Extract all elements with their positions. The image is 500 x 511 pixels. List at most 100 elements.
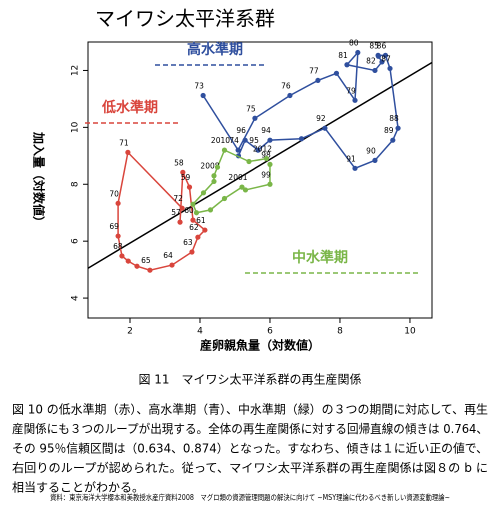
data-point bbox=[267, 137, 273, 143]
point-label: 82 bbox=[366, 56, 376, 65]
point-label: 98 bbox=[261, 150, 271, 159]
point-label: 87 bbox=[381, 54, 391, 63]
plot-frame bbox=[87, 41, 433, 319]
data-point bbox=[179, 205, 185, 211]
data-point bbox=[235, 147, 241, 153]
x-tick-label: 10 bbox=[404, 327, 416, 337]
data-point bbox=[202, 227, 208, 233]
point-label: 64 bbox=[163, 251, 173, 260]
data-point bbox=[246, 158, 252, 165]
data-point bbox=[125, 258, 131, 264]
data-point bbox=[211, 178, 217, 185]
chart-title: マイワシ太平洋系群 bbox=[95, 7, 275, 31]
data-point bbox=[255, 147, 261, 153]
point-label: 86 bbox=[377, 41, 387, 50]
point-label: 2001 bbox=[228, 173, 247, 182]
y-tick-label: 4 bbox=[71, 295, 81, 301]
source-note: 資料：東京海洋大学櫻本和美教授水産庁資料2008 マグロ類の資源管理問題の解決に… bbox=[50, 492, 450, 502]
y-tick-label: 10 bbox=[71, 121, 81, 133]
point-label: 88 bbox=[389, 114, 399, 123]
data-point bbox=[352, 97, 358, 103]
data-point bbox=[195, 234, 201, 240]
point-label: 61 bbox=[196, 216, 206, 225]
data-point bbox=[287, 92, 293, 99]
y-tick-label: 8 bbox=[71, 181, 81, 187]
point-label: 63 bbox=[183, 238, 193, 247]
point-label: 70 bbox=[109, 189, 119, 198]
point-label: 69 bbox=[109, 222, 119, 231]
data-point bbox=[119, 253, 125, 259]
x-tick-label: 2 bbox=[127, 327, 133, 337]
data-point bbox=[390, 137, 396, 143]
data-point bbox=[242, 137, 248, 143]
data-point bbox=[242, 187, 249, 193]
data-point bbox=[207, 207, 214, 213]
x-tick-label: 4 bbox=[197, 327, 203, 337]
point-label: 73 bbox=[194, 81, 204, 90]
data-point bbox=[322, 125, 328, 131]
data-point bbox=[186, 184, 193, 190]
data-point bbox=[125, 149, 131, 155]
point-label: 65 bbox=[141, 256, 151, 265]
data-point bbox=[115, 233, 121, 239]
data-point bbox=[252, 115, 258, 121]
point-label: 77 bbox=[309, 66, 319, 75]
data-point bbox=[372, 67, 378, 74]
x-tick-label: 8 bbox=[337, 327, 343, 337]
point-label: 81 bbox=[338, 51, 348, 60]
point-label: 96 bbox=[236, 126, 246, 135]
data-point bbox=[387, 65, 393, 72]
point-label: 58 bbox=[174, 158, 184, 167]
y-tick-label: 12 bbox=[71, 65, 81, 76]
data-point bbox=[298, 136, 305, 142]
data-point bbox=[221, 195, 228, 202]
point-label: 68 bbox=[113, 242, 123, 251]
data-point bbox=[190, 201, 196, 207]
data-point bbox=[344, 62, 350, 68]
x-axis-label: 産卵親魚量（対数値） bbox=[200, 338, 320, 353]
point-label: 71 bbox=[119, 138, 129, 147]
data-point bbox=[375, 52, 381, 58]
point-label: 85 bbox=[369, 41, 379, 50]
figure-caption: 図 11 マイワシ太平洋系群の再生産関係 bbox=[138, 372, 361, 387]
point-label: 90 bbox=[366, 146, 376, 155]
body-line: その 95％信頼区間は（0.634、0.874）となった。すなわち、傾きは１に近… bbox=[12, 441, 488, 456]
data-point bbox=[352, 165, 358, 171]
point-label: 57 bbox=[171, 208, 181, 217]
point-label: 79 bbox=[346, 86, 356, 95]
point-label: 94 bbox=[261, 126, 271, 135]
data-point bbox=[180, 169, 186, 175]
data-point bbox=[115, 200, 121, 206]
point-label: 74 bbox=[229, 136, 239, 145]
x-tick-label: 6 bbox=[267, 327, 273, 337]
data-point bbox=[263, 156, 270, 162]
data-point bbox=[372, 157, 378, 163]
point-label: 60 bbox=[184, 206, 194, 215]
body-text: 図 10 の低水準期（赤）、高水準期（青）、中水準期（緑）の３つの期間に対応して… bbox=[12, 402, 488, 495]
point-label: 59 bbox=[181, 173, 191, 182]
period-label: 中水準期 bbox=[292, 249, 348, 266]
period-label: 高水準期 bbox=[187, 41, 243, 58]
data-point bbox=[267, 181, 273, 187]
data-point bbox=[333, 70, 340, 76]
data-point bbox=[193, 210, 200, 216]
point-label: 2008 bbox=[200, 162, 219, 171]
y-tick-label: 6 bbox=[71, 238, 81, 244]
point-label: 75 bbox=[246, 104, 256, 113]
y-axis-label: 加入量（対数値） bbox=[32, 131, 47, 228]
point-label: 91 bbox=[346, 154, 356, 163]
body-line: 図 10 の低水準期（赤）、高水準期（青）、中水準期（緑）の３つの期間に対応して… bbox=[12, 402, 488, 417]
data-point bbox=[200, 92, 206, 99]
data-point bbox=[267, 161, 273, 167]
data-point bbox=[239, 184, 245, 190]
point-label: 2012 bbox=[253, 145, 272, 154]
period-label: 低水準期 bbox=[101, 99, 158, 116]
data-point bbox=[379, 59, 385, 65]
point-label: 76 bbox=[281, 81, 291, 90]
body-line: 右回りのループが認められた。従って、マイワシ太平洋系群の再生産関係は図８の b … bbox=[12, 460, 488, 475]
point-label: 2010 bbox=[211, 136, 230, 145]
data-point bbox=[190, 217, 196, 223]
point-label: 89 bbox=[384, 126, 394, 135]
point-label: 99 bbox=[261, 170, 271, 179]
